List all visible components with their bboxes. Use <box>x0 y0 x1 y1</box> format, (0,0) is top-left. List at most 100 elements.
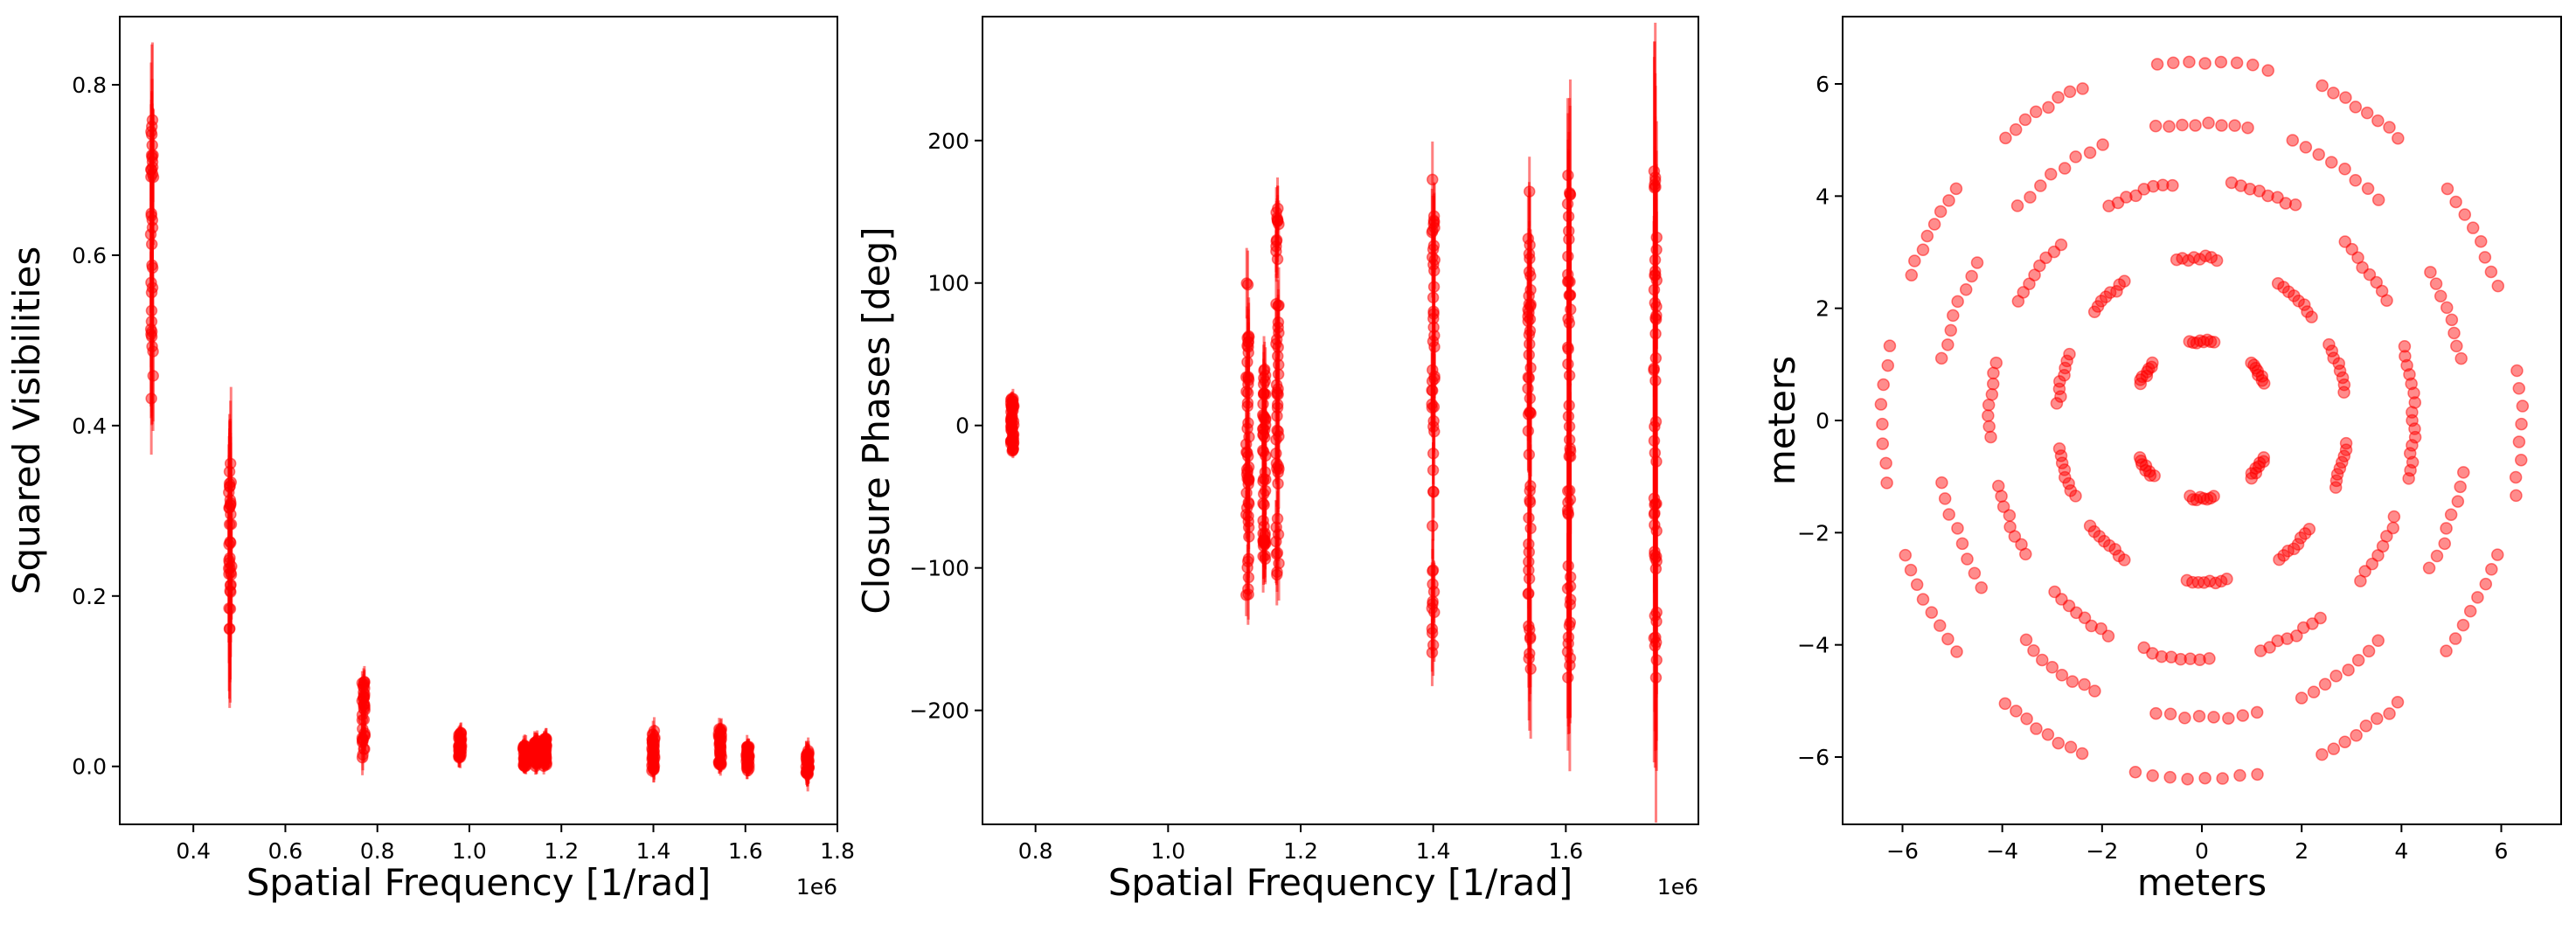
uv-point <box>2170 253 2184 267</box>
uv-point <box>1881 358 1895 372</box>
data-point <box>1259 369 1272 382</box>
uv-point <box>2118 553 2131 566</box>
uv-point <box>2371 634 2385 648</box>
uv-point <box>2023 277 2036 290</box>
uv-point <box>2386 521 2399 535</box>
uv-point <box>2146 769 2159 782</box>
uv-point <box>2399 350 2412 363</box>
data-point <box>356 751 369 764</box>
uv-point <box>2365 557 2379 571</box>
uv-point <box>2075 747 2089 761</box>
uv-point <box>2316 79 2329 93</box>
uv-point <box>2490 548 2504 561</box>
uv-point <box>2011 295 2025 308</box>
uv-point <box>2129 189 2142 203</box>
data-cluster <box>1426 141 1441 686</box>
uv-point <box>2164 650 2178 664</box>
data-point <box>713 736 726 748</box>
x-offset-label: 1e6 <box>796 874 837 900</box>
uv-point <box>2149 119 2163 133</box>
uv-point <box>2454 351 2468 365</box>
uv-point <box>2295 691 2309 705</box>
uv-point <box>2318 677 2332 691</box>
x-tick-label: 0.4 <box>176 838 211 864</box>
uv-point <box>1998 697 2012 711</box>
uv-point <box>2398 340 2412 353</box>
uv-point <box>2245 356 2258 370</box>
uv-point <box>1934 205 1948 219</box>
uv-point <box>2271 191 2284 205</box>
uv-point <box>2041 727 2055 741</box>
uv-point <box>1927 218 1941 231</box>
uv-point <box>2137 183 2151 196</box>
uv-point <box>1941 338 1955 351</box>
uv-point <box>2440 644 2453 657</box>
uv-point <box>1883 339 1897 352</box>
y-tick-label: −2 <box>1797 520 1830 545</box>
data-point <box>1427 414 1440 427</box>
uv-point <box>1989 356 2003 370</box>
uv-ring <box>1874 55 2530 786</box>
uv-point <box>2330 669 2343 683</box>
uv-point <box>2193 653 2206 666</box>
x-tick-label: 0 <box>2195 838 2209 864</box>
uv-point <box>2174 652 2187 666</box>
uv-point <box>2512 382 2526 395</box>
x-tick-label: 0.8 <box>360 838 395 864</box>
uv-point <box>2484 265 2498 279</box>
uv-point <box>2350 729 2363 742</box>
uv-point <box>2362 644 2376 658</box>
uv-point <box>2078 611 2092 624</box>
y-tick-label: −100 <box>909 556 969 581</box>
data-point <box>1523 185 1536 198</box>
uv-point <box>2288 198 2302 212</box>
uv-point <box>2479 577 2493 591</box>
uv-point <box>2155 650 2169 664</box>
uv-point <box>1984 430 1997 444</box>
uv-point <box>1955 537 1969 551</box>
data-cluster <box>1270 177 1285 606</box>
uv-point <box>1986 377 2000 391</box>
uv-point <box>2058 162 2072 175</box>
data-cluster <box>453 722 468 768</box>
uv-point <box>2225 176 2239 190</box>
data-point <box>1562 250 1574 262</box>
data-point <box>1426 646 1439 659</box>
uv-point <box>2055 456 2069 469</box>
y-tick-label: 200 <box>927 129 969 154</box>
uv-point <box>2020 712 2033 726</box>
data-point <box>1426 602 1439 615</box>
uv-point <box>2351 653 2365 667</box>
uv-point <box>2076 82 2089 95</box>
uv-point <box>2113 278 2126 291</box>
uv-point <box>1951 522 1964 535</box>
uv-point <box>2146 647 2159 660</box>
uv-point <box>2183 55 2196 69</box>
data-point <box>1427 485 1440 498</box>
x-axis-label: Spatial Frequency [1/rad] <box>1108 861 1573 904</box>
uv-point <box>2371 712 2384 726</box>
uv-point <box>1999 131 2012 145</box>
uv-ring <box>1982 176 2422 666</box>
uv-point <box>2163 120 2176 133</box>
uv-point <box>2192 709 2206 723</box>
data-point <box>1270 333 1283 346</box>
data-cluster <box>1004 388 1020 459</box>
y-tick-label: −4 <box>1797 633 1830 658</box>
axes-frame <box>119 16 838 825</box>
uv-point <box>2246 59 2260 72</box>
uv-point <box>1985 388 1999 401</box>
uv-point <box>2044 167 2058 181</box>
data-cluster <box>646 717 661 783</box>
uv-point <box>2178 712 2191 725</box>
data-point <box>1427 173 1439 186</box>
x-tick-label: 1.8 <box>820 838 855 864</box>
x-tick-label: 6 <box>2495 838 2509 864</box>
uv-point <box>2149 706 2163 720</box>
uv-point <box>2183 335 2197 348</box>
data-cluster <box>1239 247 1255 625</box>
uv-point <box>2128 765 2142 779</box>
uv-point <box>2327 742 2341 755</box>
y-axis-label: meters <box>1760 356 1803 485</box>
uv-point <box>1944 323 1958 337</box>
